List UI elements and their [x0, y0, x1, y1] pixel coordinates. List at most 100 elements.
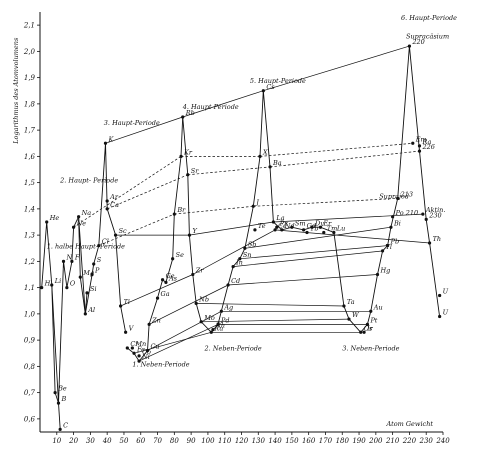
element-point: [186, 173, 190, 177]
element-point: [77, 215, 81, 219]
element-point: [219, 309, 223, 313]
element-point: [261, 89, 265, 93]
solid-link: [244, 226, 391, 249]
period-label: 1. Neben-Periode: [132, 360, 189, 368]
element-label: Sb: [248, 240, 257, 248]
period-line: [210, 90, 264, 333]
element-point: [71, 225, 76, 229]
element-label: As: [168, 274, 178, 282]
element-label: Gd: [307, 222, 316, 230]
element-label: Po 210: [395, 209, 419, 217]
period-label: 6. Haupt-Periode: [401, 14, 457, 22]
element-label: Zn: [151, 316, 161, 324]
x-tick-label: 160: [302, 437, 316, 445]
element-label: Ru: [213, 324, 223, 332]
element-point: [302, 228, 306, 232]
x-tick-label: 100: [201, 437, 215, 445]
element-point: [132, 351, 136, 355]
element-point: [119, 304, 123, 308]
element-point: [105, 207, 109, 211]
element-point: [61, 259, 66, 263]
element-label: Si: [90, 285, 97, 293]
element-label: 230: [428, 211, 441, 219]
element-point: [70, 259, 74, 263]
element-point: [275, 225, 279, 229]
x-tick-label: 190: [352, 437, 366, 445]
element-label: Ta: [347, 298, 355, 306]
element-label: Ra: [421, 138, 431, 146]
period-line: [78, 143, 127, 333]
chart-labels: H He Li Be B C N O F Ne Na Mg Al Si PS Cl Ar K Ca Sc Ti V CrMn…: [44, 14, 457, 430]
element-label: La: [275, 214, 284, 222]
element-label: 213: [400, 190, 413, 198]
y-tick-label: 1,9: [24, 74, 36, 82]
period-label: 1. halbe Haupt- Periode: [47, 242, 125, 250]
element-point: [58, 427, 62, 431]
period-line: [51, 216, 88, 404]
element-label: Rh: [215, 322, 225, 330]
element-label: Bi: [393, 219, 401, 227]
element-point: [369, 309, 373, 313]
element-label: Aktin.: [425, 206, 446, 214]
element-label: Er: [322, 219, 332, 227]
element-point: [199, 320, 203, 324]
element-point: [137, 354, 141, 358]
dashed-link: [174, 205, 254, 215]
element-point: [243, 246, 247, 250]
element-label: K: [107, 135, 114, 143]
x-tick-label: 230: [419, 437, 434, 445]
period-label: 4. Haupt-Periode: [182, 103, 239, 111]
period-label: Suprajod: [379, 192, 409, 200]
element-label: Nd: [284, 222, 295, 230]
solid-link: [275, 229, 430, 244]
period-line: [360, 46, 410, 333]
element-point: [322, 230, 326, 235]
element-point: [92, 262, 96, 266]
element-label: C: [63, 421, 68, 429]
element-label: Rb: [185, 109, 195, 117]
element-point: [53, 391, 57, 395]
element-label: Hg: [380, 267, 391, 275]
element-label: He: [49, 214, 60, 222]
element-label: Ir: [366, 324, 374, 332]
period-label: Supracäsium: [406, 32, 449, 40]
solid-link: [201, 318, 350, 323]
element-point: [251, 204, 255, 208]
y-tick-label: 0,7: [24, 389, 36, 397]
x-tick-label: 50: [119, 437, 128, 445]
element-label: 220: [411, 38, 424, 46]
y-tick-label: 0,6: [24, 415, 36, 423]
element-label: Be: [57, 385, 67, 393]
solid-link: [138, 324, 219, 362]
element-label: Mo: [203, 314, 215, 322]
dashed-link: [73, 156, 182, 228]
period-line: [262, 90, 362, 333]
period-label: 2. Haupt- Periode: [59, 177, 118, 185]
element-point: [191, 272, 195, 277]
element-label: Co: [142, 348, 151, 356]
element-label: Zr: [195, 267, 205, 275]
element-label: Ga: [161, 290, 170, 298]
y-tick-label: 1,5: [24, 179, 36, 187]
element-point: [56, 401, 61, 405]
element-point: [125, 346, 129, 350]
element-label: Cu: [150, 343, 159, 351]
element-point: [389, 225, 393, 229]
element-label: Ce: [278, 222, 287, 230]
element-label: Tb: [310, 225, 319, 233]
element-label: Lu: [336, 225, 346, 233]
element-point: [83, 312, 87, 316]
element-label: Mn: [134, 340, 146, 348]
dashed-link: [107, 174, 188, 210]
solid-link: [192, 229, 276, 275]
element-point: [113, 233, 118, 237]
element-point: [273, 228, 277, 232]
x-tick-label: 30: [86, 437, 95, 445]
element-point: [380, 249, 385, 253]
x-tick-label: 220: [402, 437, 417, 445]
dashed-link: [259, 142, 413, 157]
element-point: [97, 244, 101, 248]
element-point: [85, 291, 89, 295]
element-label: Au: [373, 303, 383, 311]
